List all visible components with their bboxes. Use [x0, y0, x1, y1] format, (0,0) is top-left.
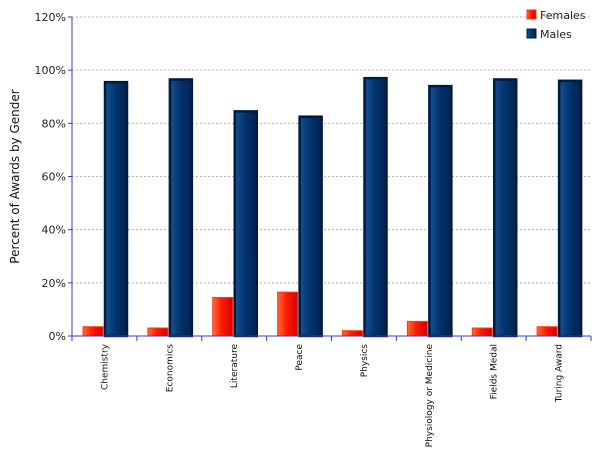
x-category-label: Economics	[165, 344, 175, 393]
bar-females-literature	[212, 296, 234, 337]
labels: 0% 20% 40% 60% 80% 100% 120% Chemistry Economics…	[8, 11, 565, 447]
y-tick-label: 80%	[42, 117, 66, 130]
bar-females-fields-medal	[471, 327, 493, 337]
legend-label-females: Females	[540, 9, 586, 22]
bar-females-economics	[147, 327, 169, 337]
bar-males-economics	[168, 78, 194, 338]
x-category-label: Peace	[295, 344, 305, 371]
legend-label-males: Males	[540, 28, 572, 41]
x-category-label: Physiology or Medicine	[425, 344, 435, 448]
x-category-label: Turing Award	[555, 344, 565, 403]
x-category-label: Literature	[230, 344, 240, 389]
y-axis-title: Percent of Awards by Gender	[8, 89, 22, 263]
bar-females-physiology-or-medicine	[406, 320, 428, 337]
bar-females-peace	[277, 291, 299, 337]
bar-males-turing-award	[557, 79, 583, 338]
y-tick-label: 120%	[35, 11, 66, 24]
bar-males-fields-medal	[493, 78, 518, 338]
axes	[68, 16, 592, 341]
legend-swatch-females	[526, 9, 537, 20]
y-tick-label: 0%	[49, 330, 66, 343]
x-category-label: Physics	[360, 344, 370, 378]
y-tick-label: 40%	[42, 224, 66, 237]
bar-males-peace	[298, 115, 323, 338]
y-tick-label: 100%	[35, 64, 66, 77]
x-category-label: Fields Medal	[490, 344, 500, 399]
bar-males-chemistry	[103, 80, 129, 338]
x-category-label: Chemistry	[100, 343, 110, 390]
bar-females-physics	[342, 330, 363, 337]
y-tick-label: 60%	[42, 171, 66, 184]
y-tick-label: 20%	[42, 277, 66, 290]
bar-females-turing-award	[536, 326, 558, 337]
legend: Females Males	[526, 9, 586, 41]
bars	[82, 76, 583, 338]
bar-females-chemistry	[82, 326, 104, 337]
bar-males-physics	[363, 76, 388, 338]
bar-males-physiology-or-medicine	[428, 84, 453, 338]
legend-swatch-males	[526, 28, 537, 39]
bar-males-literature	[233, 110, 258, 338]
